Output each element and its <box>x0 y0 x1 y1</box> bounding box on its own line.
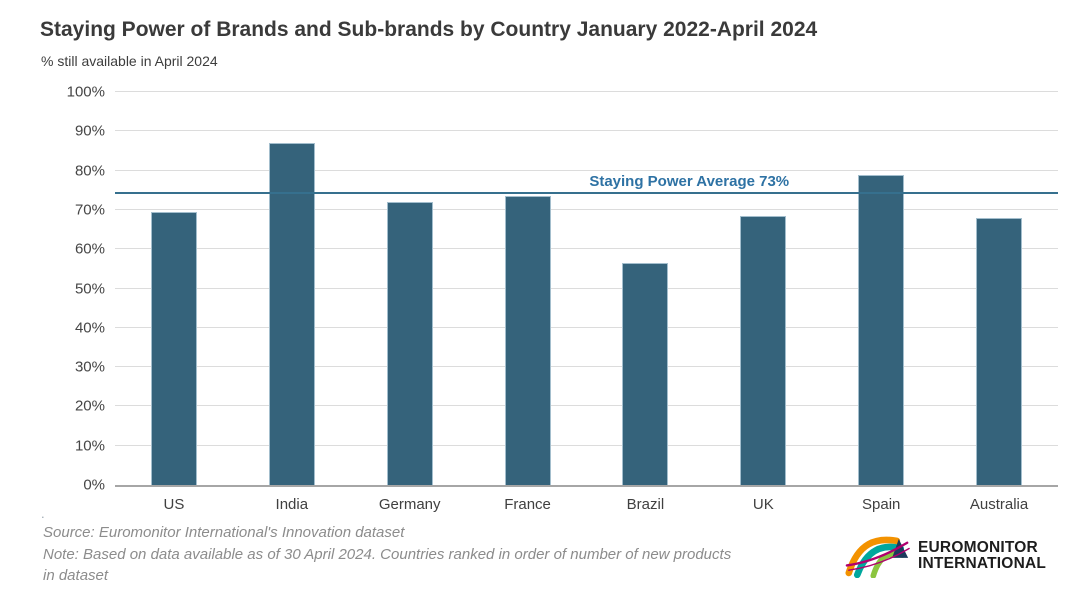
y-tick-label: 10% <box>74 437 105 455</box>
y-tick-label: 90% <box>74 122 105 140</box>
page-subtitle: % still available in April 2024 <box>41 53 218 69</box>
bar-spain <box>858 174 905 485</box>
bar-slot <box>469 92 587 485</box>
bar-series <box>115 92 1058 485</box>
bar-france <box>504 196 551 485</box>
y-tick-label: 40% <box>74 319 105 337</box>
x-tick-label: US <box>163 496 185 513</box>
x-tick-label: Spain <box>862 496 901 513</box>
euromonitor-logo-icon <box>845 536 910 578</box>
x-tick-label: France <box>504 496 551 513</box>
stray-period-mark: . <box>41 506 45 521</box>
bar-australia <box>976 217 1023 485</box>
gridline <box>115 287 1058 289</box>
x-tick-label: Germany <box>378 496 441 513</box>
x-axis-labels: US India Germany France Brazil UK Spain Austral… <box>115 496 1058 513</box>
gridline <box>115 208 1058 210</box>
bar-germany <box>386 202 433 485</box>
footnote-line: Source: Euromonitor International's Inno… <box>43 524 405 541</box>
gridline <box>115 405 1058 407</box>
gridline <box>115 91 1058 92</box>
bar-slot <box>587 92 705 485</box>
x-tick-label: UK <box>752 496 774 513</box>
gridline <box>115 130 1058 132</box>
gridline <box>115 366 1058 368</box>
bar-uk <box>740 215 787 485</box>
gridline <box>115 169 1058 171</box>
x-tick-label: India <box>275 496 309 513</box>
average-line <box>115 192 1058 195</box>
footnote-line: in dataset <box>43 567 109 584</box>
y-tick-label: 60% <box>74 240 105 258</box>
logo-text-line1: EUROMONITOR <box>918 538 1038 556</box>
bar-brazil <box>622 262 669 485</box>
bar-slot <box>704 92 822 485</box>
y-tick-label: 0% <box>83 476 105 494</box>
y-tick-label: 20% <box>74 397 105 415</box>
logo-text-line2: INTERNATIONAL <box>918 555 1047 572</box>
bar-slot <box>233 92 351 485</box>
gridline <box>115 326 1058 328</box>
gridline <box>115 444 1058 446</box>
plot-area: Staying Power Average 73% <box>115 91 1058 487</box>
y-tick-label: 100% <box>66 83 105 101</box>
bar-slot <box>940 92 1058 485</box>
page-title: Staying Power of Brands and Sub-brands b… <box>40 18 818 41</box>
footnote-line: Note: Based on data available as of 30 A… <box>43 545 732 563</box>
x-tick-label: Australia <box>969 496 1029 513</box>
bar-slot <box>115 92 233 485</box>
average-line-label: Staying Power Average 73% <box>589 173 790 191</box>
bar-slot <box>822 92 940 485</box>
bar-us <box>150 211 197 485</box>
gridline <box>115 248 1058 250</box>
y-tick-label: 30% <box>74 358 105 376</box>
x-tick-label: Brazil <box>626 496 665 513</box>
y-tick-label: 80% <box>74 162 105 180</box>
footnotes: Source: Euromonitor International's Inno… <box>43 522 731 587</box>
y-tick-label: 70% <box>74 201 105 219</box>
bar-india <box>268 143 315 485</box>
euromonitor-logo: EUROMONITOR INTERNATIONAL <box>845 534 1046 578</box>
bar-slot <box>351 92 469 485</box>
y-tick-label: 50% <box>74 280 105 297</box>
euromonitor-logo-text: EUROMONITOR INTERNATIONAL <box>918 538 1047 573</box>
y-axis-labels: 0% 10% 20% 30% 40% 50% 60% 70% 80% 90% 100% <box>0 84 105 494</box>
